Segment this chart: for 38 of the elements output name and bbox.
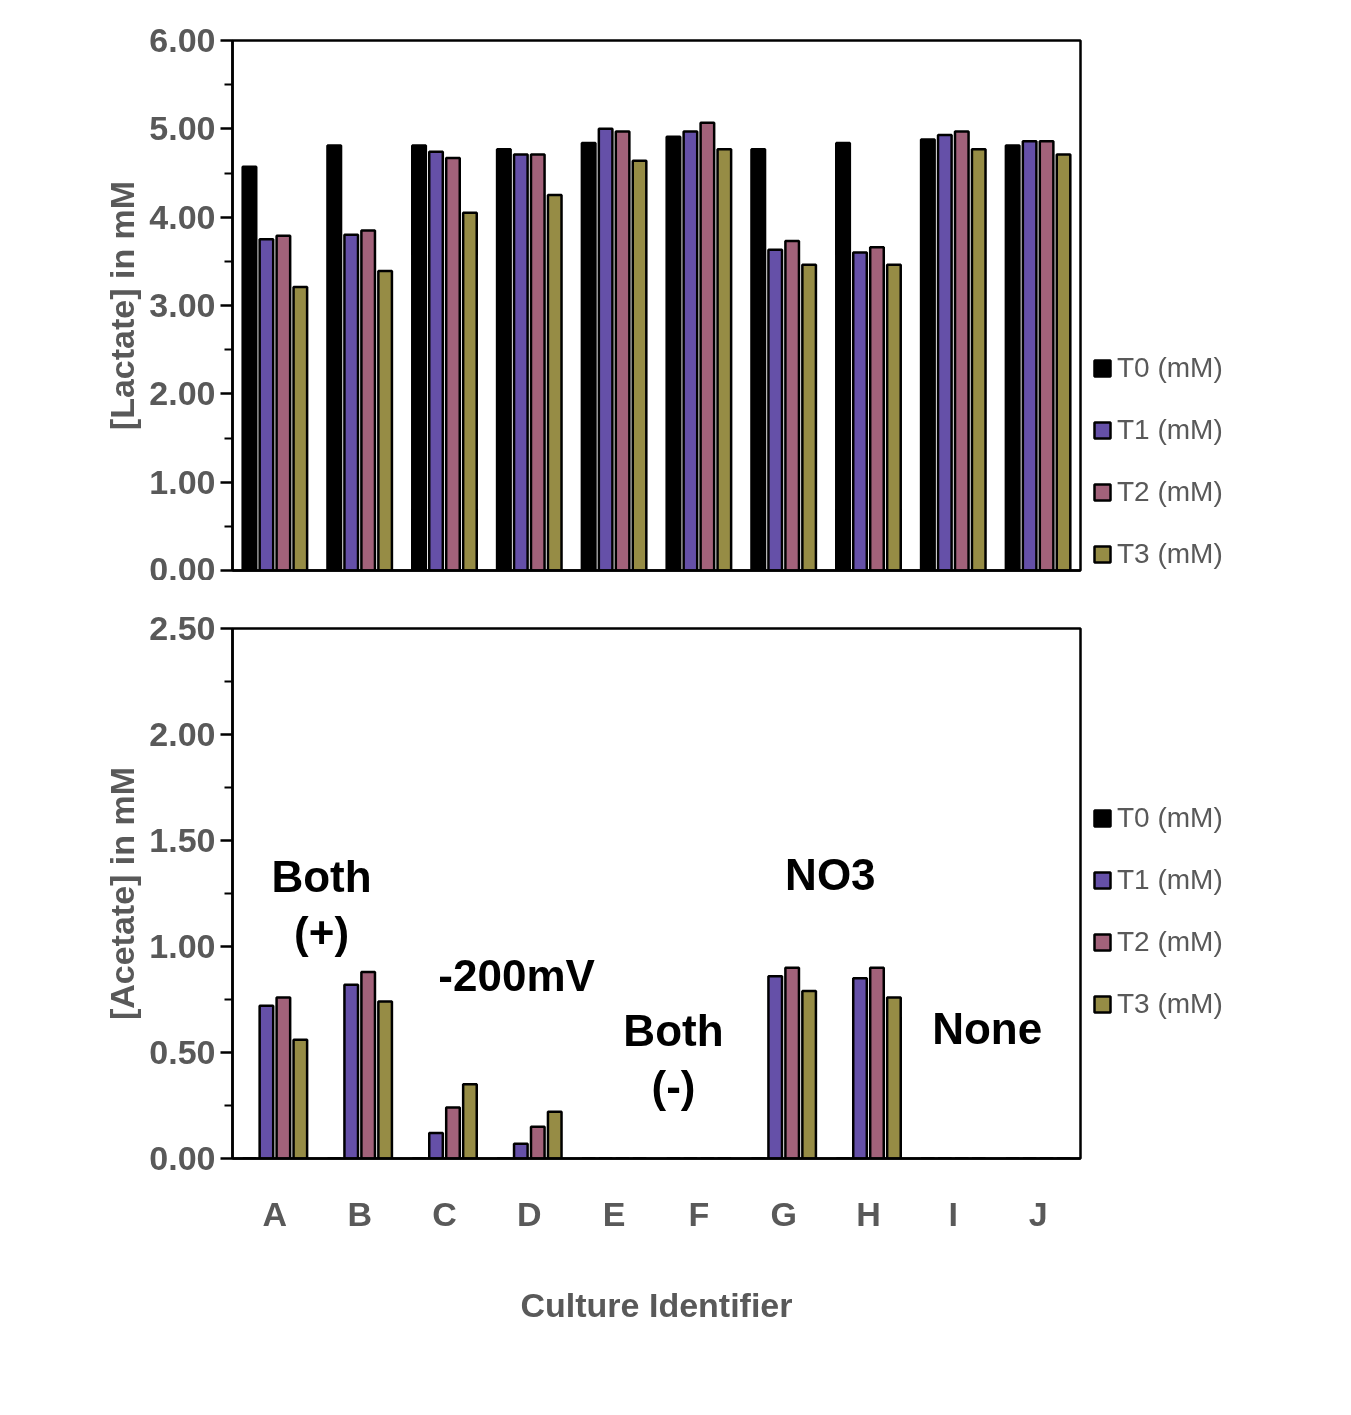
y-tick-label: 6.00: [149, 21, 216, 59]
legend-label: T0 (mM): [1117, 802, 1223, 834]
y-tick-label: 1.50: [149, 821, 216, 859]
y-tick-label: 0.00: [149, 1139, 216, 1177]
x-tick-label: D: [517, 1194, 542, 1233]
y-tick-label: 5.00: [149, 109, 216, 148]
x-tick-label: C: [432, 1194, 457, 1233]
y-axis-title: [Lactate] in mM: [103, 180, 142, 431]
y-axis-title: [Acetate] in mM: [103, 766, 142, 1021]
annotation: Both (-): [623, 1005, 724, 1111]
annotation: Both (+): [271, 852, 372, 958]
x-tick-label: E: [602, 1194, 626, 1233]
legend-label: T2 (mM): [1117, 476, 1223, 508]
legend-label: T1 (mM): [1117, 864, 1223, 896]
y-tick-label: 4.00: [149, 197, 216, 236]
y-tick-label: 2.00: [149, 715, 216, 753]
y-tick-label: 2.50: [149, 609, 216, 647]
x-tick-label: G: [770, 1194, 797, 1233]
legend-label: T1 (mM): [1117, 414, 1223, 446]
x-tick-label: F: [688, 1194, 710, 1233]
y-tick-label: 1.00: [149, 927, 216, 965]
x-tick-label: H: [856, 1194, 881, 1233]
x-tick-label: A: [262, 1194, 288, 1233]
legend-label: T3 (mM): [1117, 538, 1223, 570]
x-tick-label: B: [347, 1194, 372, 1233]
x-tick-label: I: [948, 1194, 959, 1233]
y-tick-label: 1.00: [149, 462, 216, 501]
y-tick-label: 3.00: [149, 286, 216, 324]
legend-label: T3 (mM): [1117, 988, 1223, 1020]
y-tick-label: 0.50: [149, 1033, 216, 1071]
annotation: -200mV: [438, 950, 596, 1000]
x-tick-label: J: [1028, 1194, 1048, 1233]
legend-label: T0 (mM): [1117, 352, 1223, 384]
x-axis-title: Culture Identifier: [520, 1285, 793, 1324]
y-tick-label: 2.00: [149, 374, 216, 413]
legend-label: T2 (mM): [1117, 926, 1223, 958]
annotation: NO3: [785, 849, 876, 899]
annotation: None: [932, 1003, 1043, 1053]
